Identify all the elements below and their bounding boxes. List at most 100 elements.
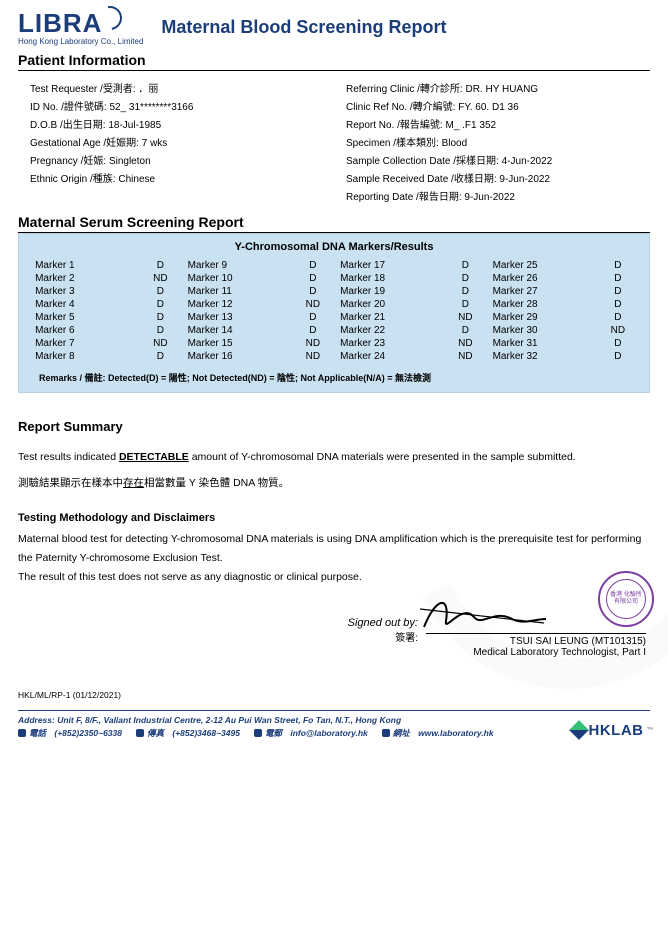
patient-info-row: Test Requester /受測者: ．丽: [30, 80, 334, 95]
patient-info-row: D.O.B /出生日期: 18-Jul-1985: [30, 116, 334, 131]
signer-role: Medical Laboratory Technologist, Part I: [426, 647, 646, 658]
marker-name: Marker 24: [340, 351, 450, 362]
marker-name: Marker 19: [340, 286, 450, 297]
signature-icon: [416, 589, 556, 639]
marker-row: Marker 15ND: [188, 337, 328, 350]
methodology-p2: The result of this test does not serve a…: [18, 568, 650, 587]
marker-col-3: Marker 17DMarker 18DMarker 19DMarker 20D…: [340, 259, 480, 363]
phone-icon: [18, 729, 26, 737]
marker-name: Marker 23: [340, 338, 450, 349]
patient-info-row: Pregnancy /妊娠: Singleton: [30, 152, 334, 167]
report-page: LIBRA Hong Kong Laboratory Co., Limited …: [0, 0, 668, 749]
marker-value: ND: [450, 338, 480, 349]
marker-value: ND: [298, 351, 328, 362]
methodology-heading: Testing Methodology and Disclaimers: [18, 512, 650, 524]
marker-row: Marker 22D: [340, 324, 480, 337]
marker-value: D: [145, 286, 175, 297]
pi-value: 4-Jun-2022: [502, 156, 553, 167]
marker-value: ND: [298, 299, 328, 310]
marker-name: Marker 4: [35, 299, 145, 310]
serum-heading: Maternal Serum Screening Report: [18, 214, 650, 233]
marker-value: D: [450, 273, 480, 284]
marker-row: Marker 8D: [35, 350, 175, 363]
marker-name: Marker 9: [188, 260, 298, 271]
hklab-text: HKLAB: [589, 722, 644, 739]
form-code: HKL/ML/RP-1 (01/12/2021): [18, 690, 650, 700]
patient-info-row: Sample Received Date /收樣日期: 9-Jun-2022: [346, 170, 650, 185]
pi-value: 9-Jun-2022: [464, 192, 515, 203]
email-icon: [254, 729, 262, 737]
methodology-p1: Maternal blood test for detecting Y-chro…: [18, 530, 650, 568]
stamp-icon: 香港 化驗所 有限公司: [598, 571, 654, 627]
marker-value: D: [603, 351, 633, 362]
fax-icon: [136, 729, 144, 737]
marker-row: Marker 13D: [188, 311, 328, 324]
marker-row: Marker 2ND: [35, 272, 175, 285]
marker-name: Marker 21: [340, 312, 450, 323]
marker-value: D: [145, 260, 175, 271]
marker-row: Marker 12ND: [188, 298, 328, 311]
marker-name: Marker 29: [493, 312, 603, 323]
marker-value: D: [450, 325, 480, 336]
marker-value: D: [603, 273, 633, 284]
pi-label: Referring Clinic /轉介診所:: [346, 84, 463, 95]
marker-row: Marker 30ND: [493, 324, 633, 337]
marker-value: D: [298, 312, 328, 323]
fax-label: 傳真: [147, 727, 164, 739]
summary-en: Test results indicated DETECTABLE amount…: [18, 448, 650, 468]
marker-name: Marker 22: [340, 325, 450, 336]
marker-row: Marker 27D: [493, 285, 633, 298]
marker-name: Marker 14: [188, 325, 298, 336]
marker-row: Marker 18D: [340, 272, 480, 285]
marker-name: Marker 1: [35, 260, 145, 271]
pi-label: Ethnic Origin /種族:: [30, 174, 116, 185]
marker-col-4: Marker 25DMarker 26DMarker 27DMarker 28D…: [493, 259, 633, 363]
marker-row: Marker 24ND: [340, 350, 480, 363]
phone-label: 電話: [29, 727, 46, 739]
summary-cn-u: 存在: [123, 477, 144, 489]
hklab-diamond-icon: [569, 720, 589, 740]
marker-name: Marker 32: [493, 351, 603, 362]
marker-row: Marker 10D: [188, 272, 328, 285]
marker-name: Marker 30: [493, 325, 603, 336]
marker-value: D: [603, 312, 633, 323]
marker-col-2: Marker 9DMarker 10DMarker 11DMarker 12ND…: [188, 259, 328, 363]
summary-pre: Test results indicated: [18, 451, 119, 463]
patient-info-left: Test Requester /受測者: ．丽ID No. /證件號碼: 52_…: [18, 77, 334, 206]
marker-col-1: Marker 1DMarker 2NDMarker 3DMarker 4DMar…: [35, 259, 175, 363]
pi-value: Chinese: [118, 174, 155, 185]
patient-info-row: Clinic Ref No. /轉介編號: FY. 60. D1 36: [346, 98, 650, 113]
marker-row: Marker 19D: [340, 285, 480, 298]
marker-row: Marker 25D: [493, 259, 633, 272]
patient-info-row: Specimen /樣本類別: Blood: [346, 134, 650, 149]
pi-value: M_ .F1 352: [445, 120, 496, 131]
web-icon: [382, 729, 390, 737]
patient-info: Test Requester /受測者: ．丽ID No. /證件號碼: 52_…: [18, 77, 650, 206]
patient-info-heading: Patient Information: [18, 52, 650, 71]
pi-value: 7 wks: [142, 138, 168, 149]
marker-name: Marker 12: [188, 299, 298, 310]
marker-name: Marker 18: [340, 273, 450, 284]
marker-name: Marker 13: [188, 312, 298, 323]
marker-row: Marker 14D: [188, 324, 328, 337]
pi-label: Test Requester /受測者:: [30, 84, 136, 95]
signoff-label-en: Signed out by:: [348, 617, 418, 629]
logo-brand: LIBRA: [18, 8, 122, 39]
marker-row: Marker 32D: [493, 350, 633, 363]
marker-row: Marker 11D: [188, 285, 328, 298]
patient-info-row: Sample Collection Date /採樣日期: 4-Jun-2022: [346, 152, 650, 167]
marker-row: Marker 29D: [493, 311, 633, 324]
marker-name: Marker 2: [35, 273, 145, 284]
marker-value: D: [603, 260, 633, 271]
marker-remarks: Remarks / 備註: Detected(D) = 陽性; Not Dete…: [19, 363, 649, 386]
marker-value: D: [145, 312, 175, 323]
marker-name: Marker 20: [340, 299, 450, 310]
marker-row: Marker 28D: [493, 298, 633, 311]
web-value: www.laboratory.hk: [418, 728, 493, 738]
email-label: 電郵: [265, 727, 282, 739]
pi-label: D.O.B /出生日期:: [30, 120, 106, 131]
marker-row: Marker 7ND: [35, 337, 175, 350]
pi-label: Sample Received Date /收樣日期:: [346, 174, 497, 185]
marker-row: Marker 6D: [35, 324, 175, 337]
marker-row: Marker 26D: [493, 272, 633, 285]
